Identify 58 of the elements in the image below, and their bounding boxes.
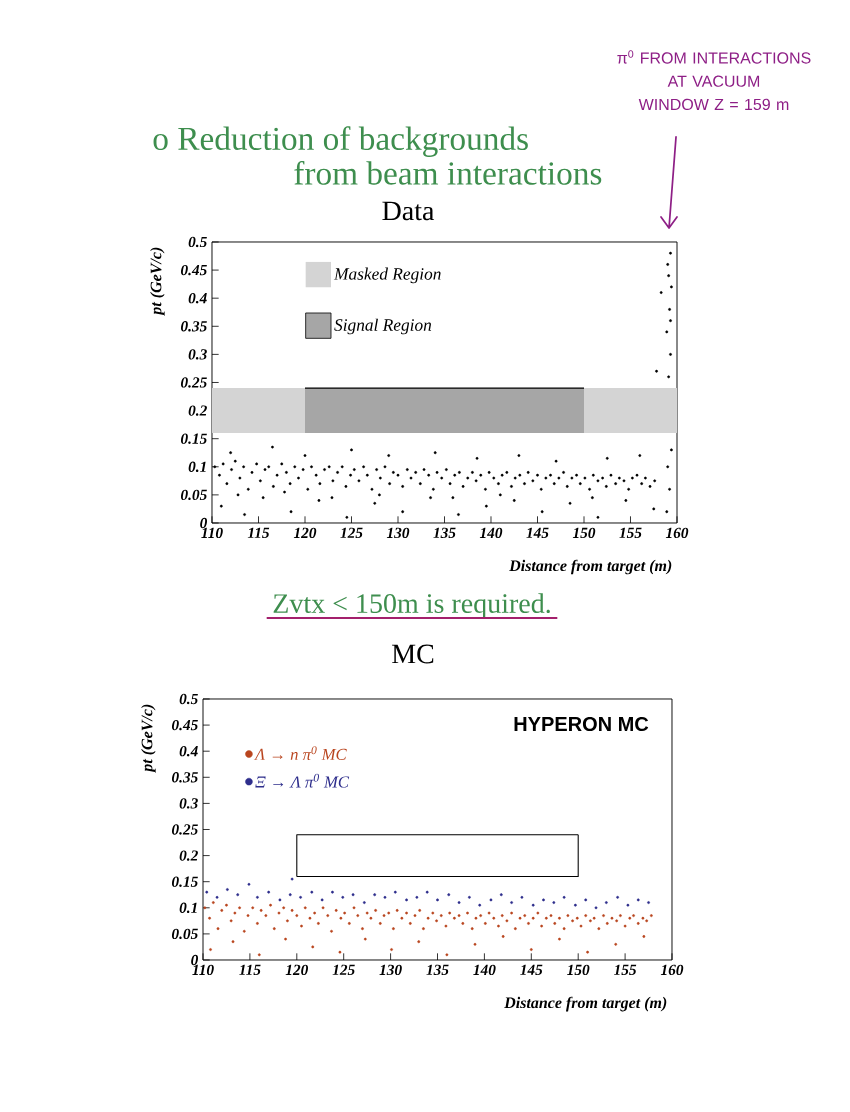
x-tick-label: 125 xyxy=(340,527,363,538)
y-tick-label: 0 xyxy=(200,517,208,529)
x-tick-label: 115 xyxy=(247,527,270,538)
x-tick-label: 135 xyxy=(426,964,449,975)
y-tick-label: 0.4 xyxy=(188,292,207,304)
y-tick-label: 0.35 xyxy=(180,321,207,332)
y-tick-label: 0.45 xyxy=(180,264,207,276)
x-tick-label: 130 xyxy=(386,527,410,539)
y-tick-label: 0.5 xyxy=(179,693,198,705)
y-tick-label: 0.05 xyxy=(180,489,207,501)
y-tick-label: 0.15 xyxy=(180,433,207,444)
x-tick-label: 125 xyxy=(332,964,355,975)
x-tick-label: 135 xyxy=(433,527,456,538)
y-tick-label: 0.15 xyxy=(171,876,198,887)
y-tick-label: 0.35 xyxy=(171,772,198,783)
y-axis-title: pt (GeV/c) xyxy=(150,247,165,316)
text: π$^{0}$ FROM INTERACTIONS AT VACUUM WINDOW Z = 159 m xyxy=(617,50,811,111)
legend-label: Ξ → Λ π$^{0}$ MC xyxy=(255,773,350,788)
x-axis-title: Distance from target (m) xyxy=(504,996,667,1012)
x-tick-label: 145 xyxy=(526,527,549,538)
x-tick-label: 150 xyxy=(572,527,596,539)
chart-title: MC xyxy=(392,644,434,664)
x-tick-label: 130 xyxy=(379,964,402,976)
legend-label: Signal Region xyxy=(334,318,432,335)
x-tick-label: 160 xyxy=(660,964,684,976)
x-tick-label: 150 xyxy=(567,964,590,976)
x-tick-label: 110 xyxy=(192,964,214,976)
y-tick-label: 0.3 xyxy=(188,349,207,360)
x-axis-title: Distance from target (m) xyxy=(509,559,672,575)
chart-title: o Reduction of backgrounds from beam interactions xyxy=(153,126,602,185)
x-tick-label: 110 xyxy=(201,527,223,539)
y-tick-label: 0.4 xyxy=(179,746,198,757)
y-tick-label: 0.5 xyxy=(188,236,207,248)
y-tick-label: 0.1 xyxy=(179,902,197,913)
y-axis-title: pt (GeV/c) xyxy=(141,704,156,773)
y-tick-label: 0.1 xyxy=(188,461,206,472)
x-tick-label: 115 xyxy=(239,964,261,975)
x-tick-label: 120 xyxy=(293,527,317,539)
annotation: HYPERON MC xyxy=(514,716,649,732)
y-tick-label: 0.2 xyxy=(188,405,207,416)
text: Zvtx < 150m is required. xyxy=(273,593,550,619)
legend-label: Masked Region xyxy=(333,267,441,284)
x-tick-label: 140 xyxy=(479,527,503,539)
x-tick-label: 145 xyxy=(520,964,543,975)
y-tick-label: 0.2 xyxy=(179,850,198,861)
y-tick-label: 0 xyxy=(191,954,199,966)
y-tick-label: 0.05 xyxy=(171,928,198,940)
x-tick-label: 140 xyxy=(473,964,496,976)
x-tick-label: 155 xyxy=(613,964,637,975)
chart-subtitle: Data xyxy=(382,201,435,221)
y-tick-label: 0.45 xyxy=(171,719,198,731)
x-tick-label: 155 xyxy=(619,527,642,538)
y-tick-label: 0.25 xyxy=(171,824,198,835)
y-tick-label: 0.25 xyxy=(180,377,207,388)
legend-label: Λ → n π$^{0}$ MC xyxy=(253,746,347,761)
x-tick-label: 160 xyxy=(665,527,689,539)
x-tick-label: 120 xyxy=(285,964,309,976)
y-tick-label: 0.3 xyxy=(179,798,198,809)
